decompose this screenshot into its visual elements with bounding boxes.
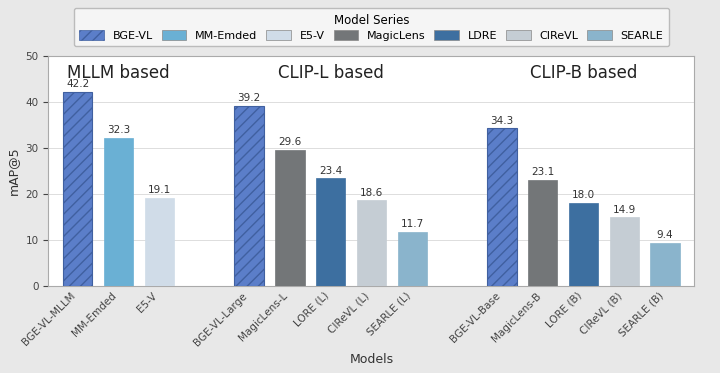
Legend: BGE-VL, MM-Emded, E5-V, MagicLens, LDRE, CIReVL, SEARLE: BGE-VL, MM-Emded, E5-V, MagicLens, LDRE,… [74, 8, 669, 46]
Bar [63, 92, 92, 286]
Text: CLIP-L based: CLIP-L based [278, 63, 384, 82]
Text: 18.0: 18.0 [572, 190, 595, 200]
Text: 11.7: 11.7 [400, 219, 424, 229]
Bar [528, 180, 557, 286]
X-axis label: Models: Models [349, 353, 393, 366]
Text: CLIP-B based: CLIP-B based [530, 63, 637, 82]
Bar [569, 203, 598, 286]
Bar [316, 178, 346, 286]
Bar [487, 128, 517, 286]
Text: 29.6: 29.6 [278, 137, 302, 147]
Bar [397, 232, 427, 286]
Text: 19.1: 19.1 [148, 185, 171, 195]
Bar [234, 106, 264, 286]
Text: 18.6: 18.6 [360, 188, 383, 198]
Bar [610, 217, 639, 286]
Y-axis label: mAP@5: mAP@5 [7, 147, 20, 195]
Bar [275, 150, 305, 286]
Bar [145, 198, 174, 286]
Bar [356, 200, 386, 286]
Text: MLLM based: MLLM based [67, 63, 170, 82]
Text: 39.2: 39.2 [238, 93, 261, 103]
Text: 14.9: 14.9 [613, 204, 636, 214]
Text: 34.3: 34.3 [490, 116, 513, 126]
Bar [650, 242, 680, 286]
Text: 42.2: 42.2 [66, 79, 89, 90]
Text: 23.4: 23.4 [319, 166, 342, 176]
Bar [104, 138, 133, 286]
Text: 32.3: 32.3 [107, 125, 130, 135]
Text: 23.1: 23.1 [531, 167, 554, 177]
Text: 9.4: 9.4 [657, 230, 673, 240]
